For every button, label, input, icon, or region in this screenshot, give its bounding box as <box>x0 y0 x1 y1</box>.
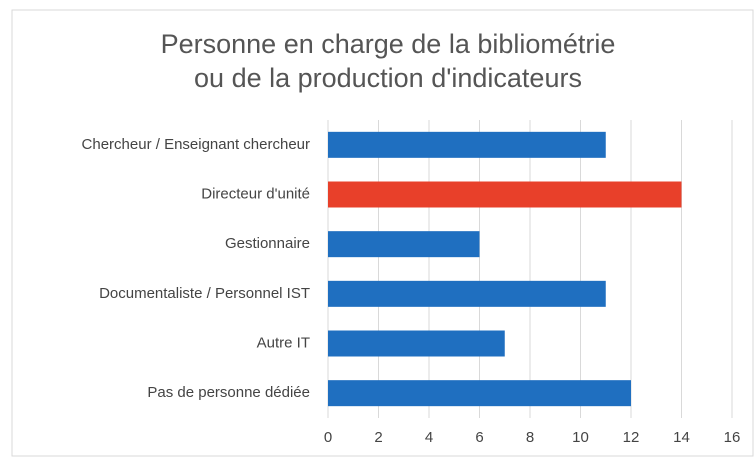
x-tick-label: 16 <box>724 429 741 446</box>
x-tick-label: 12 <box>623 429 640 446</box>
y-tick-label: Documentaliste / Personnel IST <box>99 285 310 302</box>
bar <box>328 330 505 357</box>
y-tick-label: Chercheur / Enseignant chercheur <box>82 136 310 153</box>
x-tick-label: 8 <box>526 429 534 446</box>
bar <box>328 380 631 407</box>
x-tick-label: 14 <box>673 429 690 446</box>
x-tick-label: 0 <box>324 429 332 446</box>
bar <box>328 231 480 258</box>
x-tick-label: 2 <box>374 429 382 446</box>
bar <box>328 181 682 208</box>
bar <box>328 280 606 307</box>
x-tick-label: 4 <box>425 429 433 446</box>
bar <box>328 131 606 158</box>
x-tick-label: 10 <box>572 429 589 446</box>
y-tick-label: Autre IT <box>257 334 310 351</box>
x-tick-label: 6 <box>475 429 483 446</box>
chart-title: ou de la production d'indicateurs <box>194 63 582 93</box>
y-tick-label: Pas de personne dédiée <box>147 384 310 401</box>
y-tick-label: Gestionnaire <box>225 235 310 252</box>
chart-title: Personne en charge de la bibliométrie <box>161 29 616 59</box>
y-tick-label: Directeur d'unité <box>201 185 310 202</box>
